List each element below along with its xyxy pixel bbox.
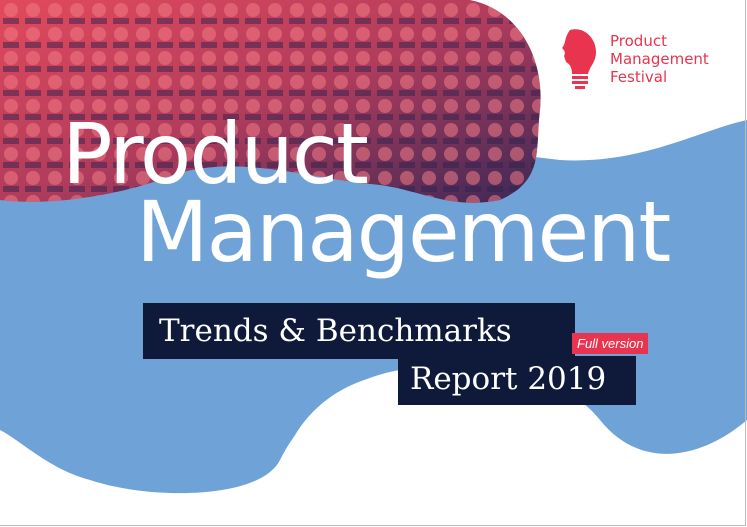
- subtitle-line-1: Trends & Benchmarks: [143, 303, 575, 359]
- full-version-badge: Full version: [572, 333, 649, 354]
- white-dome: [280, 371, 560, 527]
- lightbulb-head-icon: [562, 29, 596, 89]
- crowd-photo: [0, 0, 541, 203]
- logo-line: Festival: [610, 68, 668, 86]
- subtitle-line-2: Report 2019: [398, 356, 636, 405]
- title-line-1: Product: [62, 105, 369, 203]
- logo: Product Management Festival: [560, 28, 709, 90]
- logo-line: Product: [610, 32, 667, 50]
- title-line-2: Management: [136, 183, 671, 281]
- logo-line: Management: [610, 50, 709, 68]
